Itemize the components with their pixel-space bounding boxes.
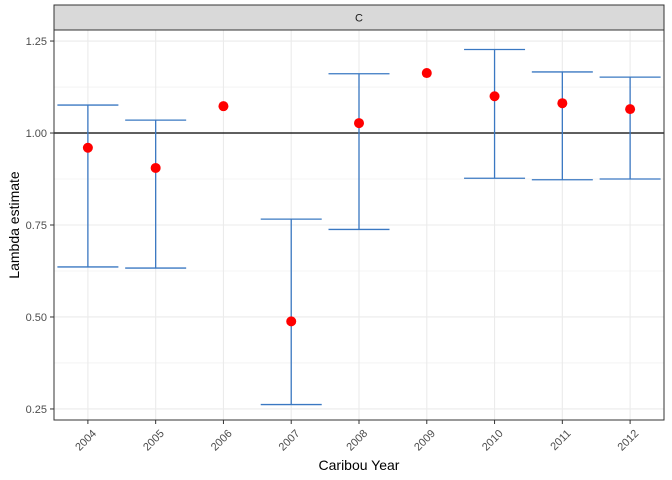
x-tick-label: 2012 [616,428,642,454]
data-point [625,104,636,115]
data-point [354,118,364,129]
facet-strip [53,4,665,31]
y-axis-title: Lambda estimate [6,171,22,279]
x-tick-label: 2011 [548,428,573,453]
facet-strip-label: C [355,13,363,25]
x-tick-label: 2008 [344,428,370,454]
y-tick-label: 1.25 [26,36,47,48]
x-tick-label: 2004 [73,428,99,454]
x-tick-label: 2007 [277,428,303,454]
y-tick-label: 0.50 [26,312,47,324]
x-tick-label: 2009 [412,428,438,454]
y-tick-label: 0.75 [26,220,47,232]
x-tick-label: 2005 [141,428,167,454]
points-group [82,68,636,327]
x-axis: 2004 2005 2006 2007 2008 2009 2010 2011 2012 [73,420,641,454]
data-point [489,91,500,102]
data-point [557,98,568,109]
data-point [150,162,161,173]
errorbars-group [57,48,661,406]
y-tick-label: 1.00 [26,128,47,140]
data-point [82,142,93,153]
data-point [218,101,229,112]
data-point [421,68,432,79]
x-tick-label: 2006 [209,428,235,454]
data-point [286,316,297,327]
x-tick-label: 2010 [480,428,506,454]
y-tick-label: 0.25 [26,404,47,416]
x-axis-title: Caribou Year [319,457,400,473]
y-axis: 0.25 0.50 0.75 1.00 1.25 [26,36,54,416]
